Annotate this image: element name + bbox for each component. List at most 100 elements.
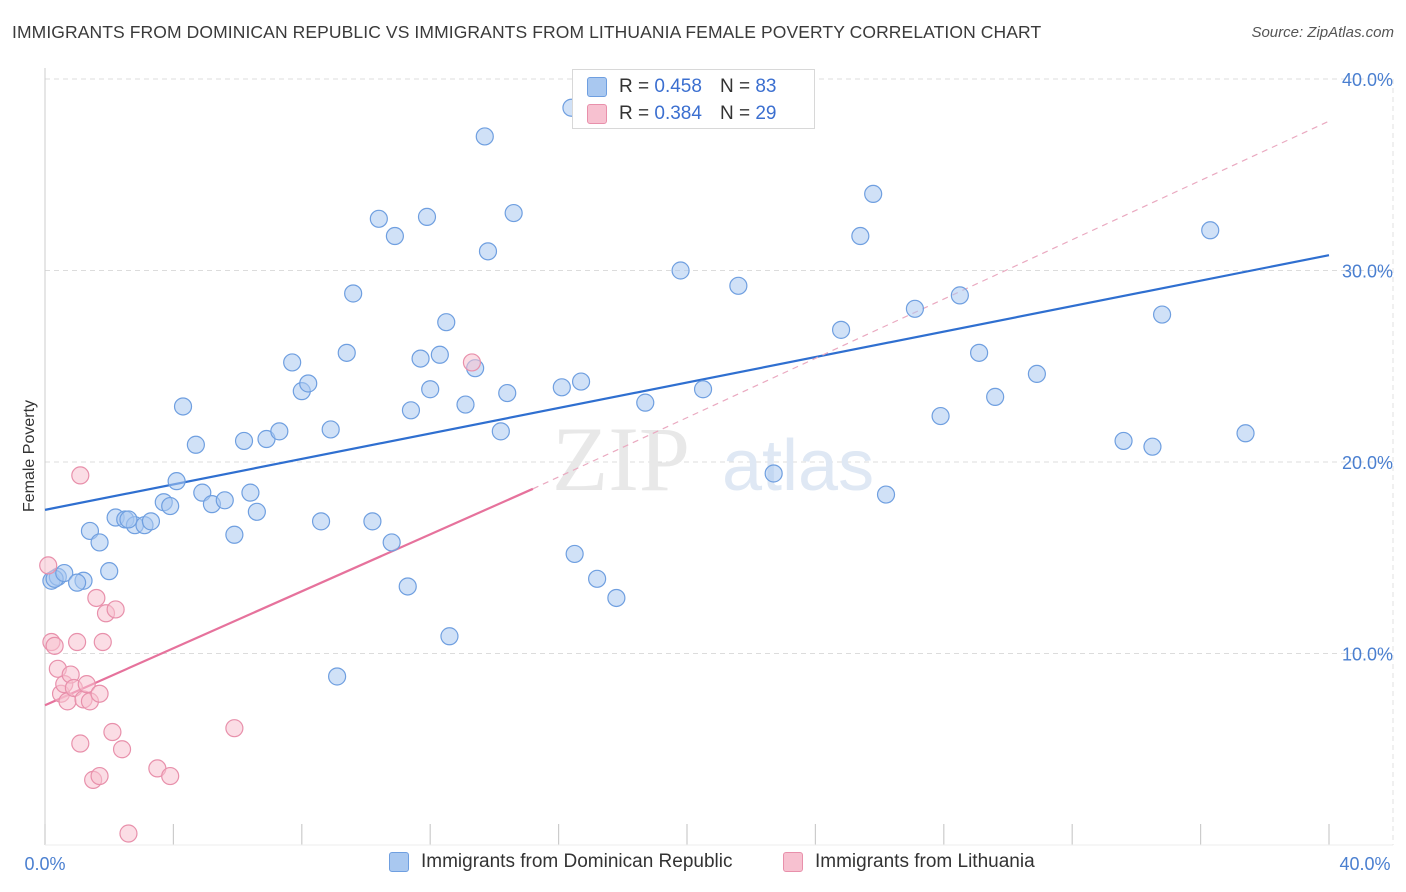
legend-swatch-blue <box>587 77 607 97</box>
point-dominican <box>950 286 969 305</box>
point-dominican <box>456 395 475 414</box>
legend-r-label: R = <box>619 76 650 97</box>
point-dominican <box>241 483 260 502</box>
point-lithuania <box>90 684 109 703</box>
legend-row-lithuania: R = 0.384 N = 29 <box>587 101 776 127</box>
legend-n-label: N = <box>719 103 751 124</box>
point-lithuania <box>77 675 96 694</box>
point-dominican <box>437 313 456 332</box>
point-dominican <box>475 127 494 146</box>
point-dominican <box>1236 424 1255 443</box>
chart-title: IMMIGRANTS FROM DOMINICAN REPUBLIC VS IM… <box>12 22 1042 42</box>
point-lithuania <box>106 600 125 619</box>
legend-swatch-pink <box>587 104 607 124</box>
point-dominican <box>588 569 607 588</box>
point-dominican <box>311 512 331 531</box>
series-legend: Immigrants from Dominican Republic Immig… <box>0 851 1406 879</box>
point-lithuania <box>87 588 106 608</box>
point-dominican <box>321 420 340 439</box>
point-dominican <box>55 563 74 583</box>
point-lithuania <box>225 719 244 738</box>
trend-line-lithuania-extension <box>532 120 1330 490</box>
x-tick-label: 0.0% <box>24 854 65 874</box>
series-label-lithuania: Immigrants from Lithuania <box>815 851 1035 872</box>
point-dominican <box>1143 437 1162 456</box>
point-dominican <box>141 512 161 531</box>
point-dominican <box>270 422 289 441</box>
point-lithuania <box>90 766 109 786</box>
point-dominican <box>411 349 430 368</box>
point-dominican <box>1152 305 1172 324</box>
point-dominican <box>607 588 626 608</box>
legend-n-value: 29 <box>755 103 777 124</box>
legend-n-value: 83 <box>755 76 777 97</box>
point-dominican <box>986 387 1005 406</box>
point-dominican <box>283 353 302 372</box>
point-lithuania <box>103 722 122 742</box>
tick-labels: 10.0% 20.0% 30.0% 40.0% 0.0% 40.0% <box>24 70 1393 874</box>
y-tick-label: 30.0% <box>1342 262 1393 282</box>
point-lithuania <box>93 632 112 652</box>
point-lithuania <box>67 632 87 652</box>
series-legend-lithuania: Immigrants from Lithuania <box>783 851 1035 873</box>
point-dominican <box>417 207 437 226</box>
point-dominican <box>851 226 870 246</box>
point-lithuania <box>462 353 482 372</box>
point-dominican <box>299 374 318 393</box>
y-axis-label: Female Poverty <box>21 400 38 512</box>
y-tick-label: 20.0% <box>1342 453 1393 473</box>
y-tick-label: 10.0% <box>1342 645 1393 665</box>
correlation-legend: R = 0.458 N = 83 R = 0.384 N = 29 <box>572 69 815 129</box>
point-dominican <box>100 562 119 581</box>
point-dominican <box>478 242 498 261</box>
point-dominican <box>398 577 417 596</box>
data-points <box>39 81 1255 843</box>
point-dominican <box>161 496 180 516</box>
point-dominican <box>363 512 382 531</box>
point-dominican <box>173 397 193 416</box>
point-dominican <box>876 485 896 504</box>
point-dominican <box>344 284 363 303</box>
watermark-atlas: atlas <box>722 426 874 506</box>
point-dominican <box>905 299 925 318</box>
point-dominican <box>119 510 138 529</box>
point-lithuania <box>45 636 64 655</box>
trend-lines <box>44 120 1330 707</box>
point-lithuania <box>161 766 180 786</box>
series-swatch-blue <box>389 852 409 872</box>
axes <box>44 68 1393 846</box>
point-dominican <box>504 203 523 223</box>
point-dominican <box>764 464 783 483</box>
point-lithuania <box>112 740 132 759</box>
source-label: Source: ZipAtlas.com <box>1251 24 1394 41</box>
point-dominican <box>931 406 950 426</box>
point-dominican <box>1027 364 1046 384</box>
point-dominican <box>571 372 591 391</box>
legend-r-value: 0.384 <box>654 103 702 124</box>
point-dominican <box>729 276 748 295</box>
point-dominican <box>565 544 584 564</box>
point-dominican <box>831 320 851 339</box>
series-label-dominican: Immigrants from Dominican Republic <box>421 851 733 872</box>
point-dominican <box>382 533 401 552</box>
series-swatch-pink <box>783 852 803 872</box>
point-dominican <box>864 184 883 203</box>
point-dominican <box>90 533 109 552</box>
point-dominican <box>247 502 266 521</box>
point-dominican <box>1201 221 1220 240</box>
point-dominican <box>498 383 517 403</box>
point-dominican <box>491 422 510 441</box>
point-dominican <box>671 261 690 280</box>
grid-lines <box>45 78 1394 845</box>
point-dominican <box>421 380 440 399</box>
point-dominican <box>234 431 254 451</box>
point-lithuania <box>39 556 58 575</box>
point-lithuania <box>71 734 90 753</box>
point-dominican <box>552 378 571 397</box>
point-dominican <box>369 209 388 228</box>
legend-row-dominican: R = 0.458 N = 83 <box>587 74 776 100</box>
point-dominican <box>970 343 989 362</box>
point-dominican <box>215 491 234 510</box>
point-lithuania <box>119 824 138 843</box>
trend-line-lithuania <box>44 487 534 707</box>
